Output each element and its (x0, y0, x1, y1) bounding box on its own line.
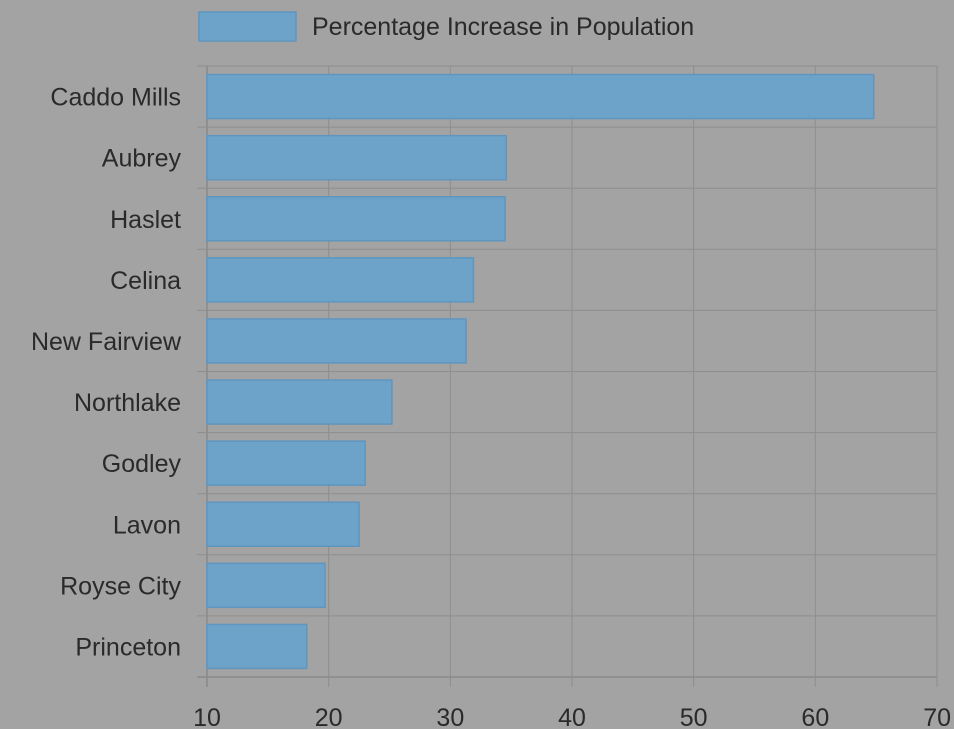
category-label: Godley (102, 450, 182, 478)
category-label: Northlake (74, 389, 181, 417)
legend[interactable]: Percentage Increase in Population (198, 11, 694, 42)
bar[interactable] (206, 318, 467, 364)
bar[interactable] (206, 134, 508, 181)
bar[interactable] (206, 562, 326, 609)
category-label: Caddo Mills (50, 84, 181, 112)
x-tick-label: 40 (558, 704, 586, 729)
x-tick-label: 10 (193, 704, 221, 729)
x-tick-label: 20 (315, 704, 343, 729)
category-label: Royse City (60, 572, 181, 600)
grid (197, 65, 938, 687)
x-tick-label: 70 (923, 704, 951, 729)
category-label: Celina (110, 267, 181, 295)
bar[interactable] (206, 73, 875, 120)
bar[interactable] (206, 257, 475, 303)
bar[interactable] (206, 196, 506, 242)
category-label: Lavon (113, 511, 181, 539)
x-axis-ticks: 10 20 30 40 50 60 70 (193, 704, 951, 729)
bars (206, 73, 875, 670)
bar[interactable] (206, 501, 360, 547)
bar[interactable] (206, 623, 308, 670)
x-tick-label: 50 (680, 704, 708, 729)
category-labels: Caddo Mills Aubrey Haslet Celina New Fairvie… (31, 84, 182, 662)
category-label: Haslet (110, 206, 181, 234)
category-label: New Fairview (31, 328, 182, 356)
bar[interactable] (206, 440, 366, 486)
x-tick-label: 30 (436, 704, 464, 729)
legend-label: Percentage Increase in Population (312, 13, 694, 41)
legend-swatch (198, 11, 297, 42)
category-label: Aubrey (102, 145, 182, 173)
x-tick-label: 60 (801, 704, 829, 729)
bar[interactable] (206, 379, 393, 425)
category-label: Princeton (75, 633, 181, 661)
